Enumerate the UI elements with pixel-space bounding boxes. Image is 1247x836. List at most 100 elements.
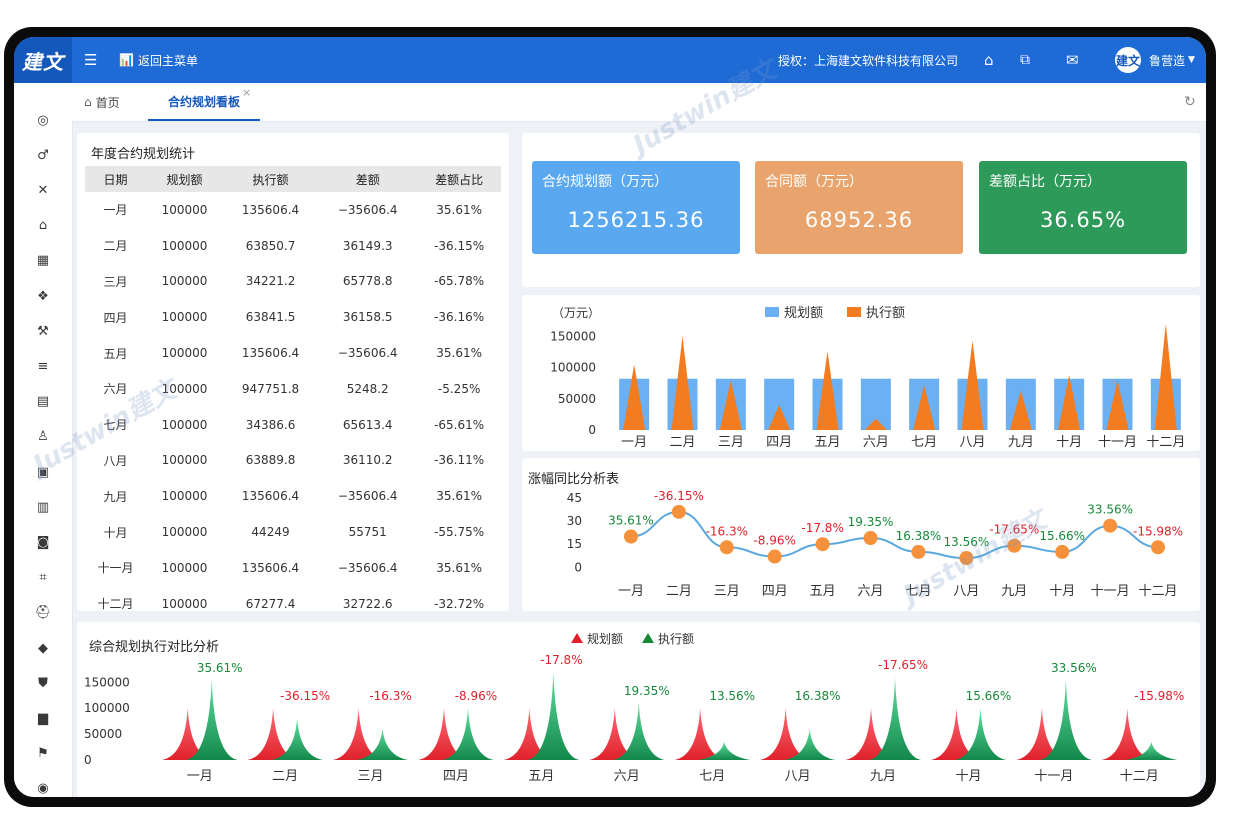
table-row: 十二月 100000 67277.4 32722.6 -32.72% xyxy=(85,586,501,622)
target-icon[interactable]: ◎ xyxy=(37,112,49,128)
file-icon[interactable]: ▤ xyxy=(36,394,50,410)
building-icon[interactable]: ⌗ xyxy=(39,570,47,586)
globe-icon[interactable]: ◉ xyxy=(37,781,49,797)
worker-icon[interactable]: ⚒ xyxy=(37,323,49,339)
area-exec xyxy=(441,708,494,760)
kpi-value: 68952.36 xyxy=(804,208,914,232)
point-label: 19.35% xyxy=(848,515,894,529)
x-tick-label: 七月 xyxy=(699,769,725,784)
table-cell: 100000 xyxy=(161,525,208,540)
table-header-cell: 规划额 xyxy=(146,166,223,192)
table-cell: 三月 xyxy=(103,274,128,289)
kpi-card-plan: 合约规划额（万元） 1256215.36 xyxy=(532,161,740,254)
y-tick-label: 100000 xyxy=(84,701,130,715)
helmet-icon[interactable]: ⛑ xyxy=(34,605,52,621)
table-cell: 65778.8 xyxy=(342,274,393,289)
table-cell: -32.72% xyxy=(434,596,485,611)
point-label: -17.8% xyxy=(801,521,843,535)
table-cell: -65.61% xyxy=(434,417,485,432)
diamond-icon[interactable]: ◆ xyxy=(38,640,48,656)
table-cell: 五月 xyxy=(103,346,128,361)
bar-exec xyxy=(864,418,887,430)
x-tick-label: 五月 xyxy=(810,584,836,599)
table-cell: -5.25% xyxy=(437,381,481,396)
cubes-icon[interactable]: ▦ xyxy=(36,253,50,269)
point-label: 15.66% xyxy=(966,689,1012,703)
table-cell: 63889.8 xyxy=(245,453,296,468)
x-tick-label: 十二月 xyxy=(1146,435,1185,450)
table-cell: 100000 xyxy=(161,381,208,396)
bar-exec xyxy=(671,336,694,430)
table-cell: 100000 xyxy=(161,238,208,253)
x-tick-label: 八月 xyxy=(959,435,985,450)
y-tick-label: 150000 xyxy=(84,675,130,689)
hammer-icon[interactable]: ⌂ xyxy=(38,218,48,234)
tab-close-icon[interactable]: × xyxy=(242,85,252,99)
calendar-icon[interactable]: ▣ xyxy=(36,464,50,480)
table-cell: 四月 xyxy=(103,310,128,325)
refresh-icon[interactable]: ↻ xyxy=(1184,94,1196,110)
boxes-icon[interactable]: ❖ xyxy=(37,288,49,304)
table-cell: 135606.4 xyxy=(241,560,300,575)
runner-icon[interactable]: ♂ xyxy=(37,147,49,163)
table-cell: 100000 xyxy=(161,453,208,468)
table-cell: 135606.4 xyxy=(241,489,300,504)
tab-home[interactable]: ⌂ 首页 xyxy=(84,83,120,121)
table-cell: 63841.5 xyxy=(245,310,296,325)
back-to-menu-button[interactable]: 📊 返回主菜单 xyxy=(119,37,198,83)
stats-table: 日期 规划额 执行额 差额 差额占比 一月 100000 135606.4 −35606.4 3… xyxy=(85,166,501,622)
area-exec xyxy=(356,728,409,760)
area-exec xyxy=(869,677,922,760)
tab-contract-board[interactable]: 合约规划看板 xyxy=(148,83,260,121)
y-axis-label: （万元） xyxy=(552,306,600,320)
user-menu[interactable]: 建文 鲁营造 ▼ xyxy=(1115,37,1195,83)
table-header-cell: 执行额 xyxy=(222,166,319,192)
y-tick-label: 45 xyxy=(567,491,582,505)
table-row: 一月 100000 135606.4 −35606.4 35.61% xyxy=(85,192,501,228)
user-icon[interactable]: ♙ xyxy=(37,429,49,445)
y-tick-label: 0 xyxy=(84,753,92,767)
panel-title: 涨幅同比分析表 xyxy=(528,472,620,487)
x-tick-label: 十二月 xyxy=(1139,584,1178,599)
x-tick-label: 十一月 xyxy=(1098,435,1137,450)
area-plan xyxy=(674,708,727,760)
table-cell: 二月 xyxy=(103,239,128,254)
line-chart-panel: 涨幅同比分析表 45 30 15 0 35.61% 一月 -36.15% 二月 -16.3% 三月… xyxy=(522,458,1200,611)
area-plan xyxy=(417,708,470,760)
bag-icon[interactable]: ◙ xyxy=(36,534,50,550)
list-icon[interactable]: ≡ xyxy=(37,358,49,374)
shield-icon[interactable]: ⛊ xyxy=(38,675,48,691)
table-cell: 67277.4 xyxy=(245,596,296,611)
x-tick-label: 七月 xyxy=(911,435,937,450)
license-text: 授权：上海建文软件科技有限公司 xyxy=(778,53,959,68)
table-cell: −35606.4 xyxy=(337,346,398,361)
point-label: 33.56% xyxy=(1087,503,1133,517)
table-cell: 一月 xyxy=(103,203,128,218)
tab-label: 首页 xyxy=(95,95,120,110)
legend-label-plan: 规划额 xyxy=(784,306,823,321)
x-tick-label: 一月 xyxy=(187,769,213,784)
table-cell: -36.11% xyxy=(434,453,485,468)
org-chart-icon[interactable]: ⧉ xyxy=(1020,52,1030,68)
briefcase-icon[interactable]: ▆ xyxy=(38,710,48,726)
table-cell: −35606.4 xyxy=(337,202,398,217)
point-label: 13.56% xyxy=(709,689,755,703)
flag-icon[interactable]: ⚑ xyxy=(37,746,49,762)
tools-icon[interactable]: ✕ xyxy=(37,182,49,198)
table-cell: 55751 xyxy=(348,525,387,540)
point-label: -36.15% xyxy=(654,489,704,503)
point-label: 16.38% xyxy=(795,689,841,703)
table-header-cell: 差额 xyxy=(318,166,418,192)
table-cell: 35.61% xyxy=(436,202,483,217)
legend-label-exec: 执行额 xyxy=(866,306,905,321)
wechat-icon[interactable]: ✉ xyxy=(1066,51,1079,69)
y-tick-label: 15 xyxy=(567,537,582,551)
book-icon[interactable]: ▥ xyxy=(36,499,50,515)
point-label: -15.98% xyxy=(1134,689,1184,703)
menu-toggle-icon[interactable]: ☰ xyxy=(84,51,98,69)
table-row: 九月 100000 135606.4 −35606.4 35.61% xyxy=(85,478,501,514)
table-cell: 63850.7 xyxy=(245,238,296,253)
y-tick-label: 150000 xyxy=(550,329,596,343)
table-cell: 八月 xyxy=(103,453,128,468)
home-icon[interactable]: ⌂ xyxy=(984,51,994,69)
